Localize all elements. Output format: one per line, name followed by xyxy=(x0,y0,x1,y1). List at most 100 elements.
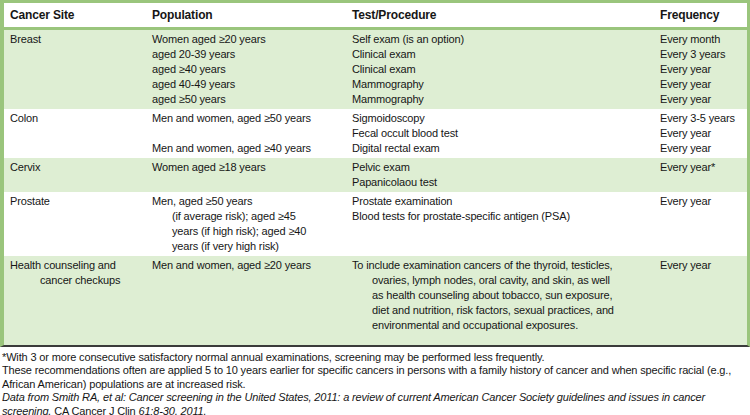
footnote-text-segment: 61:8-30, 2011. xyxy=(136,405,207,415)
population-cell xyxy=(152,303,352,318)
test-procedure-cell: Mammography xyxy=(352,77,660,92)
table-row: Colon Men and women, aged ≥50 years Sigm… xyxy=(4,111,747,126)
test-procedure-cell: Papanicolaou test xyxy=(352,175,660,190)
frequency-cell xyxy=(660,318,747,333)
frequency-cell: Every year* xyxy=(660,160,747,175)
test-procedure-cell: diet and nutrition, risk factors, sexual… xyxy=(352,303,660,318)
table-row: Cervix Women aged ≥18 years Pelvic exam … xyxy=(4,160,747,175)
table-row: Health counseling and Men and women, age… xyxy=(4,258,747,273)
frequency-cell: Every year xyxy=(660,77,747,92)
test-procedure-cell: Blood tests for prostate-specific antige… xyxy=(352,209,660,224)
population-cell: aged 40-49 years xyxy=(152,77,352,92)
frequency-cell xyxy=(660,303,747,318)
footnote-text-segment: CA Cancer J Clin xyxy=(54,405,135,415)
frequency-cell xyxy=(660,224,747,239)
cancer-screening-table: Cancer Site Population Test/Procedure Fr… xyxy=(0,0,750,347)
population-cell xyxy=(152,126,352,141)
population-cell xyxy=(152,175,352,190)
test-procedure-cell xyxy=(352,224,660,239)
footnote-text-segment: These recommendations often are applied … xyxy=(2,364,731,389)
cancer-site-cell xyxy=(10,318,152,333)
column-header-frequency: Frequency xyxy=(660,8,747,22)
cancer-site-cell xyxy=(10,62,152,77)
table-block: Health counseling and Men and women, age… xyxy=(4,256,747,345)
cancer-site-cell xyxy=(10,92,152,107)
table-row: cancer checkups ovaries, lymph nodes, or… xyxy=(4,273,747,288)
table-row: years (if very high risk) xyxy=(4,239,747,254)
test-procedure-cell xyxy=(352,239,660,254)
population-cell: Men and women, aged ≥50 years xyxy=(152,111,352,126)
column-header-cancer-site: Cancer Site xyxy=(10,8,152,22)
cancer-site-cell: Cervix xyxy=(10,160,152,175)
footnotes: *With 3 or more consecutive satisfactory… xyxy=(0,347,750,415)
column-header-population: Population xyxy=(152,8,352,22)
test-procedure-cell: Pelvic exam xyxy=(352,160,660,175)
table-row: (if average risk); aged ≥45 Blood tests … xyxy=(4,209,747,224)
table-row: diet and nutrition, risk factors, sexual… xyxy=(4,303,747,318)
frequency-cell xyxy=(660,175,747,190)
population-cell: (if average risk); aged ≥45 xyxy=(152,209,352,224)
population-cell: aged 20-39 years xyxy=(152,47,352,62)
cancer-site-cell: Health counseling and xyxy=(10,258,152,273)
frequency-cell: Every year xyxy=(660,126,747,141)
cancer-site-cell: Colon xyxy=(10,111,152,126)
frequency-cell xyxy=(660,288,747,303)
test-procedure-cell: ovaries, lymph nodes, oral cavity, and s… xyxy=(352,273,660,288)
table-header-row: Cancer Site Population Test/Procedure Fr… xyxy=(4,3,747,30)
test-procedure-cell: Fecal occult blood test xyxy=(352,126,660,141)
population-cell: aged ≥40 years xyxy=(152,62,352,77)
test-procedure-cell: environmental and occupational exposures… xyxy=(352,318,660,333)
test-procedure-cell: Clinical exam xyxy=(352,62,660,77)
test-procedure-cell: Prostate examination xyxy=(352,194,660,209)
table-body: Breast Women aged ≥20 years Self exam (i… xyxy=(4,30,747,345)
population-cell: years (if high risk); aged ≥40 xyxy=(152,224,352,239)
frequency-cell: Every month xyxy=(660,32,747,47)
cancer-site-cell xyxy=(10,224,152,239)
table-row: Prostate Men, aged ≥50 years Prostate ex… xyxy=(4,194,747,209)
test-procedure-cell: Sigmoidoscopy xyxy=(352,111,660,126)
footnote-line: *With 3 or more consecutive satisfactory… xyxy=(2,351,747,364)
frequency-cell: Every year xyxy=(660,92,747,107)
table-row: years (if high risk); aged ≥40 xyxy=(4,224,747,239)
test-procedure-cell: Mammography xyxy=(352,92,660,107)
frequency-cell: Every 3 years xyxy=(660,47,747,62)
cancer-site-cell xyxy=(10,126,152,141)
population-cell xyxy=(152,273,352,288)
table-row: aged 20-39 years Clinical exam Every 3 y… xyxy=(4,47,747,62)
table-row: aged 40-49 years Mammography Every year xyxy=(4,77,747,92)
population-cell: Men and women, aged ≥40 years xyxy=(152,141,352,156)
cancer-site-cell xyxy=(10,141,152,156)
population-cell: aged ≥50 years xyxy=(152,92,352,107)
table-row: aged ≥50 years Mammography Every year xyxy=(4,92,747,107)
table-block: Cervix Women aged ≥18 years Pelvic exam … xyxy=(4,158,747,192)
table-block: Breast Women aged ≥20 years Self exam (i… xyxy=(4,30,747,109)
test-procedure-cell: Digital rectal exam xyxy=(352,141,660,156)
test-procedure-cell: as health counseling about tobacco, sun … xyxy=(352,288,660,303)
table-row: environmental and occupational exposures… xyxy=(4,318,747,333)
column-header-test-procedure: Test/Procedure xyxy=(352,8,660,22)
population-cell xyxy=(152,318,352,333)
frequency-cell: Every year xyxy=(660,194,747,209)
population-cell: Women aged ≥18 years xyxy=(152,160,352,175)
frequency-cell: Every year xyxy=(660,141,747,156)
cancer-site-cell: Breast xyxy=(10,32,152,47)
frequency-cell: Every year xyxy=(660,258,747,273)
test-procedure-cell: Clinical exam xyxy=(352,47,660,62)
population-cell: Women aged ≥20 years xyxy=(152,32,352,47)
cancer-site-cell: Prostate xyxy=(10,194,152,209)
table-row: Fecal occult blood test Every year xyxy=(4,126,747,141)
cancer-site-cell xyxy=(10,175,152,190)
frequency-cell xyxy=(660,209,747,224)
cancer-site-cell xyxy=(10,239,152,254)
cancer-site-cell xyxy=(10,303,152,318)
population-cell xyxy=(152,288,352,303)
frequency-cell xyxy=(660,273,747,288)
cancer-site-cell xyxy=(10,288,152,303)
cancer-site-cell: cancer checkups xyxy=(10,273,152,288)
frequency-cell: Every year xyxy=(660,62,747,77)
population-cell: years (if very high risk) xyxy=(152,239,352,254)
footnote-line: Data from Smith RA, et al: Cancer screen… xyxy=(2,391,747,415)
cancer-site-cell xyxy=(10,77,152,92)
table-row: aged ≥40 years Clinical exam Every year xyxy=(4,62,747,77)
cancer-site-cell xyxy=(10,209,152,224)
